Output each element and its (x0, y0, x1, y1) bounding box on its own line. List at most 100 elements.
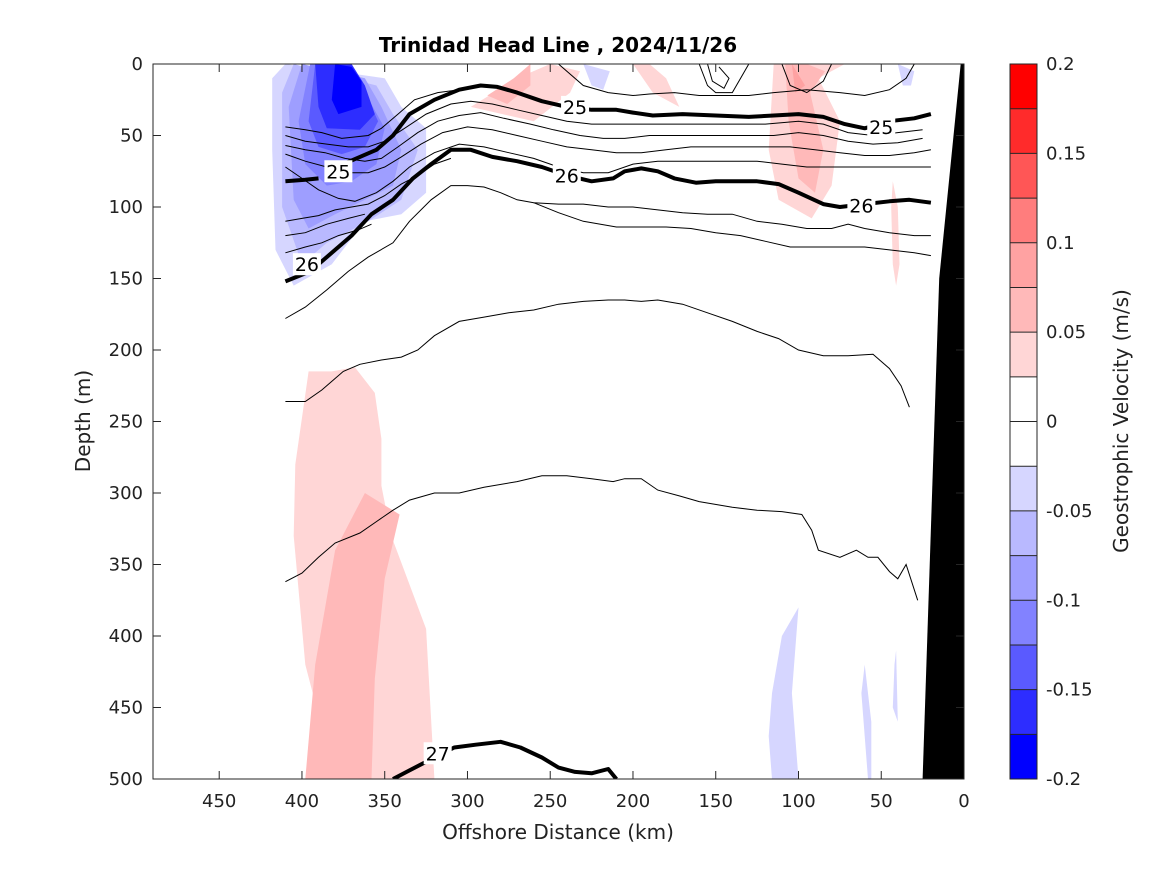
velocity-region-17 (861, 664, 872, 779)
colorbar-band-1 (1010, 108, 1037, 154)
contour-label-25: 25 (563, 97, 587, 119)
x-tick-label: 150 (699, 791, 733, 812)
colorbar-band-13 (1010, 644, 1037, 690)
velocity-region-7 (791, 64, 806, 93)
density-contour-15 (285, 223, 372, 254)
colorbar-tick-label: 0.2 (1046, 54, 1075, 75)
colorbar-band-11 (1010, 555, 1037, 601)
x-tick-label: 0 (958, 791, 969, 812)
contour-label-bg (324, 160, 353, 183)
colorbar-tick-label: -0.05 (1046, 501, 1093, 522)
colorbar-tick-label: 0.05 (1046, 322, 1086, 343)
colorbar-tick-label: -0.2 (1046, 769, 1081, 790)
density-contour-2 (285, 176, 319, 184)
x-tick-label: 250 (533, 791, 567, 812)
y-tick-label: 400 (109, 626, 143, 647)
y-tick-label: 350 (109, 555, 143, 576)
y-tick-label: 250 (109, 412, 143, 433)
contour-label-25: 25 (869, 117, 893, 139)
colorbar-band-3 (1010, 198, 1037, 243)
velocity-region-6 (785, 64, 825, 193)
contour-label-bg (867, 115, 896, 138)
colorbar-band-7 (1010, 376, 1037, 422)
contour-label-layer: 25 25 25 26 26 26 27 (292, 95, 896, 765)
y-tick-label: 150 (109, 269, 143, 290)
contour-label-25: 25 (326, 161, 350, 183)
density-contour-14 (285, 213, 366, 237)
contour-label-bg (423, 742, 452, 765)
density-contour-0 (342, 83, 932, 166)
density-contour-1 (284, 147, 932, 284)
x-axis: 450 400 350 300 250 200 150 100 50 0 (202, 64, 970, 812)
x-tick-label: 50 (870, 791, 893, 812)
contour-label-26: 26 (849, 196, 873, 218)
contour-label-27: 27 (426, 743, 450, 765)
y-axis-title: Depth (m) (71, 370, 95, 472)
density-contour-11 (285, 126, 931, 174)
x-tick-label: 400 (285, 791, 319, 812)
contour-label-26: 26 (295, 254, 319, 276)
chart-title: Trinidad Head Line , 2024/11/26 (379, 33, 737, 57)
velocity-region-18 (583, 64, 610, 90)
x-tick-label: 300 (450, 791, 484, 812)
bathymetry-layer (922, 64, 964, 779)
x-tick-label: 100 (781, 791, 815, 812)
plot-area: 25 25 25 26 26 26 27 (152, 63, 965, 780)
contour-label-bg (552, 164, 581, 187)
colorbar-band-4 (1010, 242, 1037, 288)
colorbar-band-8 (1010, 421, 1037, 467)
y-tick-label: 100 (109, 197, 143, 218)
velocity-region-1 (305, 493, 400, 779)
velocity-region-15 (331, 64, 362, 115)
density-contour-16 (285, 185, 931, 319)
colorbar-band-12 (1010, 600, 1037, 645)
density-contour-13 (285, 157, 452, 222)
y-axis: 0 50 100 150 200 250 300 350 400 450 500 (109, 54, 964, 790)
velocity-region-19 (897, 64, 915, 86)
colorbar-band-6 (1010, 332, 1037, 377)
colorbar-tick-label: -0.1 (1046, 590, 1081, 611)
y-tick-label: 0 (132, 54, 143, 75)
colorbar-title: Geostrophic Velocity (m/s) (1109, 289, 1133, 553)
density-contour-9 (285, 100, 923, 148)
colorbar-band-15 (1010, 734, 1037, 779)
colorbar-band-0 (1010, 64, 1037, 109)
density-contour-6 (781, 64, 833, 94)
velocity-region-4 (633, 64, 680, 107)
density-contour-19 (285, 475, 919, 601)
colorbar-band-2 (1010, 153, 1037, 199)
colorbar: 0.2 0.15 0.1 0.05 0 -0.05 -0.1 -0.15 -0.2 Geostr… (1009, 54, 1133, 790)
density-contour-4 (558, 64, 915, 97)
y-tick-label: 450 (109, 698, 143, 719)
x-tick-label: 200 (616, 791, 650, 812)
colorbar-tick-label: 0.15 (1046, 143, 1086, 164)
y-tick-label: 200 (109, 340, 143, 361)
x-tick-label: 350 (368, 791, 402, 812)
density-contour-18 (285, 299, 910, 408)
colorbar-frame (1009, 63, 1038, 780)
contour-label-bg (847, 194, 876, 217)
x-axis-title: Offshore Distance (km) (442, 820, 674, 844)
colorbar-band-5 (1010, 287, 1037, 333)
contour-label-bg (292, 253, 321, 276)
colorbar-bands (1010, 63, 1037, 779)
velocity-region-16 (768, 607, 799, 779)
y-tick-label: 50 (120, 126, 143, 147)
colorbar-band-10 (1010, 510, 1037, 556)
bathymetry (922, 64, 964, 779)
density-contour-7 (707, 64, 730, 90)
colorbar-band-14 (1010, 689, 1037, 735)
y-tick-label: 500 (109, 769, 143, 790)
colorbar-tick-label: 0.1 (1046, 233, 1075, 254)
colorbar-tick-label: -0.15 (1046, 680, 1093, 701)
y-tick-label: 300 (109, 483, 143, 504)
velocity-region-20 (892, 650, 898, 722)
colorbar-tick-label: 0 (1046, 412, 1057, 433)
velocity-region-2 (470, 64, 580, 122)
density-contour-10 (285, 112, 923, 162)
density-contour-8 (285, 89, 460, 139)
density-contour-5 (698, 64, 750, 94)
contour-label-26: 26 (555, 166, 579, 188)
colorbar-band-9 (1010, 466, 1037, 511)
contour-label-bg (561, 95, 590, 118)
